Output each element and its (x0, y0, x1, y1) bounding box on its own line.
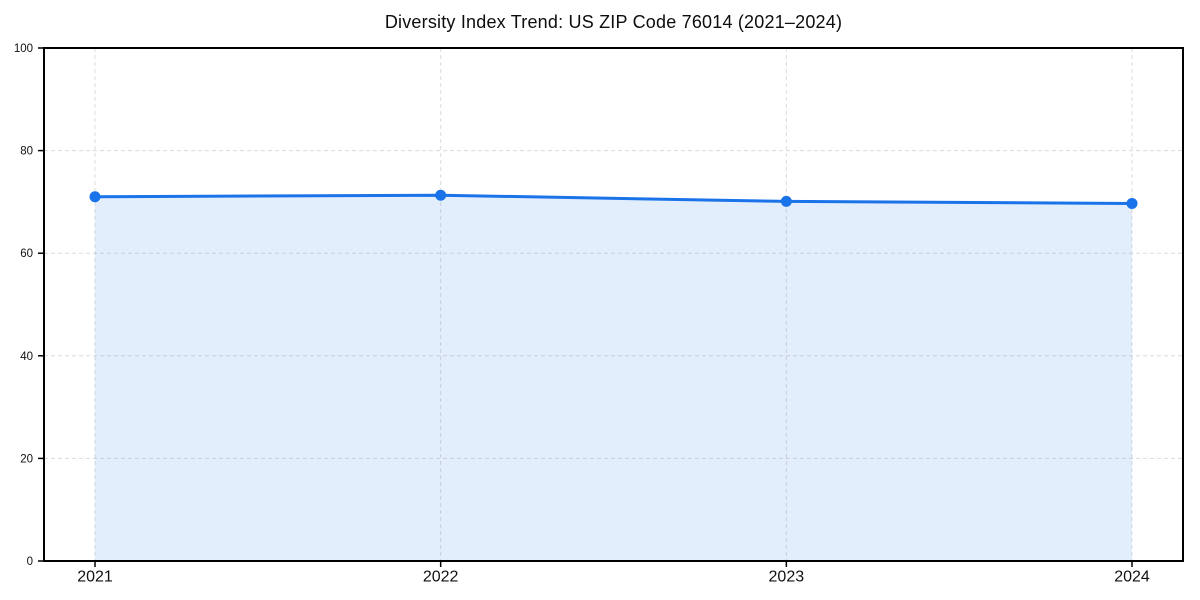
y-axis-tick-label: 20 (20, 453, 33, 465)
y-axis-tick-label: 100 (14, 43, 33, 55)
x-axis-tick-label: 2023 (769, 569, 805, 586)
data-point-2021 (89, 191, 101, 203)
y-axis-tick-label: 80 (20, 146, 33, 158)
x-axis-tick-label: 2022 (423, 569, 459, 586)
y-axis-tick-label: 60 (20, 248, 33, 260)
plot-frame (43, 47, 1184, 562)
data-point-2023 (780, 195, 792, 207)
data-point-2024 (1126, 197, 1138, 209)
y-axis-tick-label: 0 (27, 556, 33, 568)
trend-line (93, 193, 1134, 205)
y-axis-tick-label: 40 (20, 351, 33, 363)
chart-title: Diversity Index Trend: US ZIP Code 76014… (384, 12, 843, 32)
area-fill (95, 195, 1132, 561)
x-axis-tick-label: 2021 (77, 569, 113, 586)
data-point-2022 (435, 189, 447, 201)
x-axis-tick-label: 2024 (1114, 569, 1150, 586)
